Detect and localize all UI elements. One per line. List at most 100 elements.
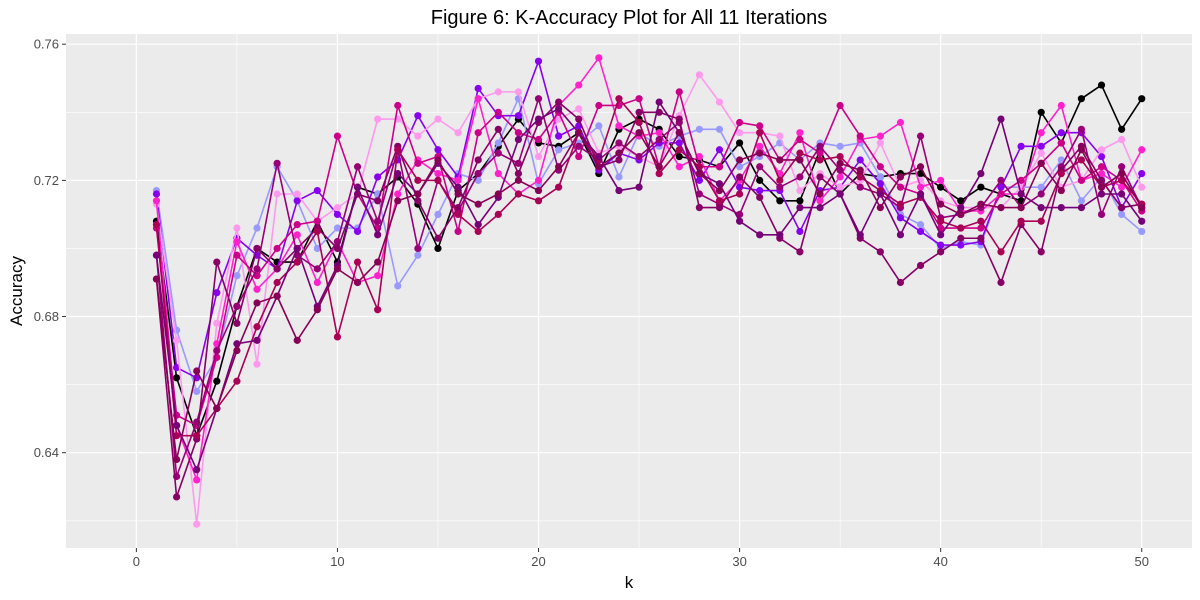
series-2-point: [414, 251, 422, 259]
series-5-point: [374, 272, 382, 280]
series-9-point: [756, 129, 764, 137]
series-4-point: [534, 152, 543, 161]
series-5-point: [575, 81, 583, 89]
series-9-point: [494, 210, 502, 219]
series-11-point: [534, 186, 543, 195]
series-8-point: [494, 125, 502, 133]
series-10-point: [957, 204, 965, 212]
series-10-point: [293, 244, 301, 253]
series-5-point: [595, 54, 603, 62]
series-10-point: [555, 105, 563, 113]
series-7-point: [756, 163, 764, 171]
series-9-point: [394, 146, 402, 154]
series-1-point: [213, 377, 221, 385]
series-11-point: [293, 336, 301, 344]
series-11-point: [756, 149, 764, 157]
series-9-point: [735, 190, 744, 198]
series-11-line: [155, 131, 1143, 461]
series-5-point: [816, 197, 824, 205]
series-11-point: [353, 278, 362, 287]
series-9-point: [776, 176, 784, 184]
series-6-point: [977, 224, 985, 232]
series-9-point: [635, 118, 643, 127]
series-3-point: [414, 112, 422, 120]
series-8-point: [172, 493, 181, 501]
series-7-point: [474, 169, 482, 178]
series-5-point: [937, 176, 945, 184]
series-5-point: [675, 163, 683, 171]
series-8-point: [796, 248, 804, 256]
series-3-point: [1097, 152, 1106, 161]
series-11-point: [313, 306, 321, 314]
series-11-point: [494, 190, 502, 198]
series-11-point: [1138, 204, 1146, 212]
series-9-point: [796, 149, 804, 157]
series-2-point: [735, 163, 744, 171]
series-11-point: [896, 173, 905, 181]
series-11-point: [856, 166, 864, 174]
series-4-point: [735, 129, 744, 137]
series-2-point: [715, 125, 724, 133]
series-7-point: [213, 346, 221, 355]
series-3-point: [353, 227, 362, 236]
series-6-point: [474, 129, 482, 137]
series-5-point: [152, 197, 161, 205]
series-9-point: [1017, 217, 1025, 225]
series-6-point: [514, 129, 523, 137]
series-5-point: [796, 129, 804, 137]
y-tick-label: 0.64: [34, 445, 59, 460]
series-10-point: [816, 204, 824, 212]
series-11-point: [957, 210, 965, 219]
series-10-point: [454, 183, 462, 191]
series-2-point: [434, 210, 442, 219]
series-6-point: [876, 163, 884, 171]
series-4-point: [374, 115, 382, 123]
series-6-point: [313, 217, 321, 225]
chart-title: Figure 6: K-Accuracy Plot for All 11 Ite…: [431, 7, 827, 29]
series-11-point: [152, 275, 161, 283]
series-4-point: [876, 139, 884, 147]
series-6: [152, 88, 1146, 430]
series-10-point: [193, 466, 201, 474]
series-3-point: [474, 84, 482, 93]
series-2-point: [1037, 183, 1045, 191]
series-11-point: [695, 169, 703, 178]
series-11-point: [796, 156, 804, 164]
series-5-point: [876, 132, 884, 140]
series-11: [152, 129, 1146, 464]
series-8-point: [916, 261, 925, 270]
series-4-point: [776, 132, 784, 140]
series-11-point: [916, 163, 925, 171]
series-6-point: [494, 108, 502, 116]
series-9-point: [474, 227, 482, 236]
series-6-point: [394, 101, 402, 110]
series-10-point: [655, 98, 663, 106]
series-10-point: [1057, 204, 1065, 212]
series-3-point: [172, 363, 181, 372]
series-5-point: [1118, 183, 1126, 191]
series-7-point: [836, 166, 844, 174]
series-6-point: [293, 221, 301, 229]
series-8-point: [1118, 204, 1126, 212]
series-4-point: [715, 98, 724, 106]
series-10-point: [172, 421, 181, 430]
series-1-point: [957, 197, 965, 205]
series-11-point: [675, 129, 683, 137]
series-8-point: [1037, 248, 1045, 256]
series-11-point: [1077, 146, 1086, 154]
series-1-point: [675, 152, 683, 161]
series-9-point: [333, 333, 342, 341]
series-4-point: [273, 190, 281, 198]
series-6-point: [796, 135, 804, 144]
series-7-point: [313, 265, 321, 273]
series-1-point: [172, 374, 181, 382]
y-tick-label: 0.68: [34, 309, 59, 324]
major-gridlines: [66, 34, 1192, 548]
series-10-point: [836, 190, 844, 198]
series-3-point: [756, 186, 764, 195]
series-1-point: [735, 139, 744, 147]
series-7-point: [575, 142, 583, 150]
series-7-point: [494, 149, 502, 157]
series-7-point: [776, 183, 784, 191]
series-10-point: [1037, 204, 1045, 212]
